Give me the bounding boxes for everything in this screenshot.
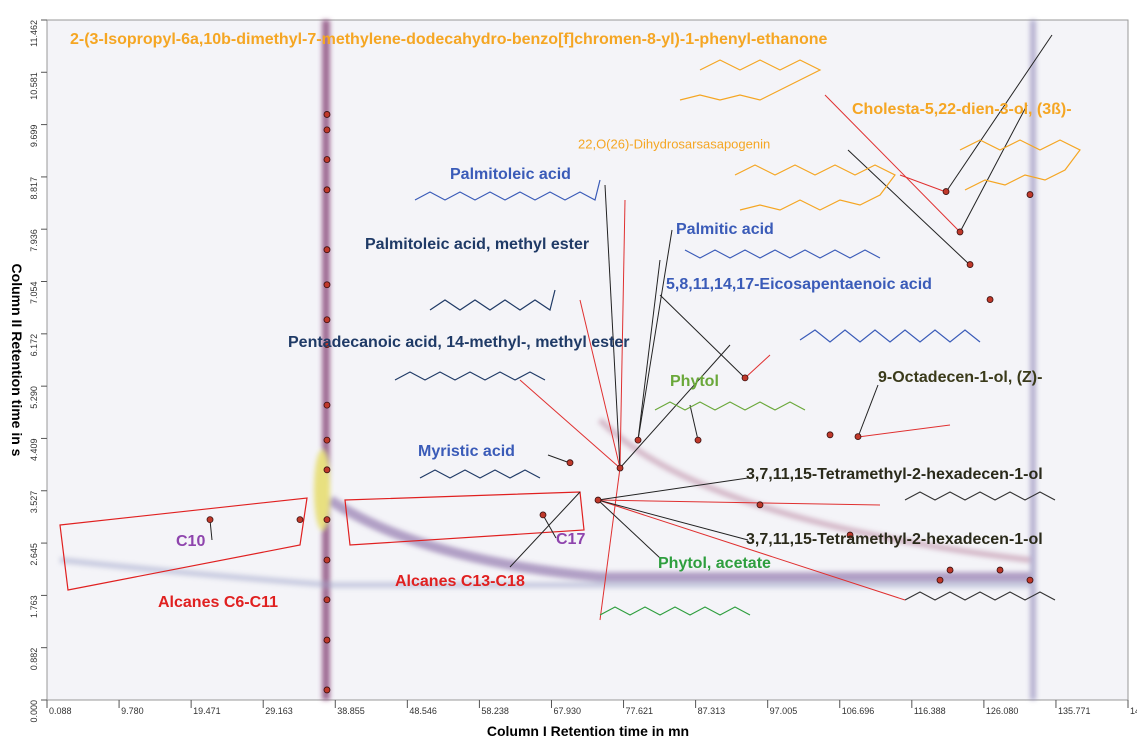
annotation: Phytol, acetate [658,555,771,572]
annotation: Alcanes C6-C11 [158,594,278,611]
annotation: Alcanes C13-C18 [395,573,525,590]
peak [986,296,994,303]
peak [323,281,331,289]
peak [616,464,624,472]
peak [323,186,331,194]
group-boxes [59,491,585,591]
x-tick-label: 0.088 [49,706,72,716]
peak [323,316,331,324]
peak [826,431,834,439]
annotation: Palmitoleic acid, methyl ester [365,236,589,253]
annotation: Cholesta-5,22-dien-3-ol, (3ß)- [852,101,1072,118]
peak [741,374,749,382]
annotation: 2-(3-Isopropyl-6a,10b-dimethyl-7-methyle… [70,31,828,48]
peak [594,496,602,504]
x-tick-label: 67.930 [553,706,581,716]
y-tick-label: 9.699 [29,125,39,148]
peak [323,401,331,409]
peak [323,636,331,644]
annotation: 3,7,11,15-Tetramethyl-2-hexadecen-1-ol [746,531,1043,548]
peak [936,576,944,584]
axes: 0.088 9.780 19.471 29.163 38.855 48.546 58.238… [29,19,1137,723]
peak [296,516,304,524]
chromatogram-signal [59,20,1036,700]
peak [206,516,214,524]
peak [996,566,1004,574]
y-tick-label: 7.936 [29,229,39,252]
annotation: Palmitoleic acid [450,166,571,183]
peak [323,436,331,444]
peak [942,188,950,195]
y-tick-label: 8.817 [29,177,39,200]
x-tick-label: 135.771 [1058,706,1091,716]
y-tick-label: 7.054 [29,282,39,305]
peak [966,261,974,268]
structures [394,59,1081,616]
annotation: 5,8,11,14,17-Eicosapentaenoic acid [666,276,932,293]
peak [323,686,331,694]
peak [323,111,331,118]
annotation: Pentadecanoic acid, 14-methyl-, methyl e… [288,334,629,351]
y-tick-label: 11.462 [29,20,39,47]
leader-lines [209,34,1053,568]
x-tick-label: 19.471 [193,706,221,716]
y-tick-label: 6.172 [29,334,39,357]
x-tick-label: 48.546 [409,706,437,716]
peak [323,556,331,564]
annotation: 9-Octadecen-1-ol, (Z)- [878,369,1042,386]
annotation: Palmitic acid [676,221,774,238]
y-tick-label: 4.409 [29,438,39,461]
annotation: Phytol [670,373,719,390]
peak [854,433,862,440]
peak [323,466,331,474]
peaks [206,111,1034,694]
x-tick-label: 126.080 [986,706,1019,716]
x-tick-label: 116.388 [914,706,946,716]
peak [323,516,331,524]
peak [323,596,331,604]
x-tick-label: 38.855 [337,706,365,716]
y-tick-label: 2.645 [29,543,39,566]
peak [756,501,764,509]
x-axis-title: Column I Retention time in mn [487,723,689,739]
y-tick-label: 0.882 [29,648,39,671]
annotation: 3,7,11,15-Tetramethyl-2-hexadecen-1-ol [746,466,1043,483]
x-tick-label: 97.005 [770,706,798,716]
peak [539,511,547,519]
x-tick-label: 58.238 [481,706,509,716]
peak [946,566,954,574]
peak [323,126,331,134]
peak [566,459,574,467]
peak [634,436,642,444]
x-tick-label: 9.780 [121,706,144,716]
annotation: 22,O(26)-Dihydrosarsasapogenin [578,136,770,151]
x-tick-label: 87.313 [698,706,726,716]
x-tick-label: 29.163 [265,706,293,716]
peak [1026,191,1034,198]
x-tick-label: 106.696 [842,706,875,716]
peak [323,246,331,254]
annotation: Myristic acid [418,443,515,460]
y-tick-label: 1.763 [29,595,39,618]
annotations: 2-(3-Isopropyl-6a,10b-dimethyl-7-methyle… [70,31,1072,611]
peak [846,531,854,539]
y-tick-label: 0.000 [29,700,39,723]
annotation: C10 [176,533,205,550]
y-tick-label: 3.527 [29,491,39,514]
annotation: C17 [556,531,585,548]
peak [323,341,331,349]
y-axis-title: Column II Retention time in s [9,264,25,457]
x-tick-label: 145.46 [1130,706,1137,716]
peak [694,436,702,444]
peak [956,228,964,236]
x-tick-label: 77.621 [626,706,654,716]
leader-lines-red [519,94,961,621]
y-tick-label: 10.581 [29,72,39,100]
y-tick-label: 5.290 [29,386,39,409]
peak [1026,576,1034,584]
peak [323,156,331,163]
